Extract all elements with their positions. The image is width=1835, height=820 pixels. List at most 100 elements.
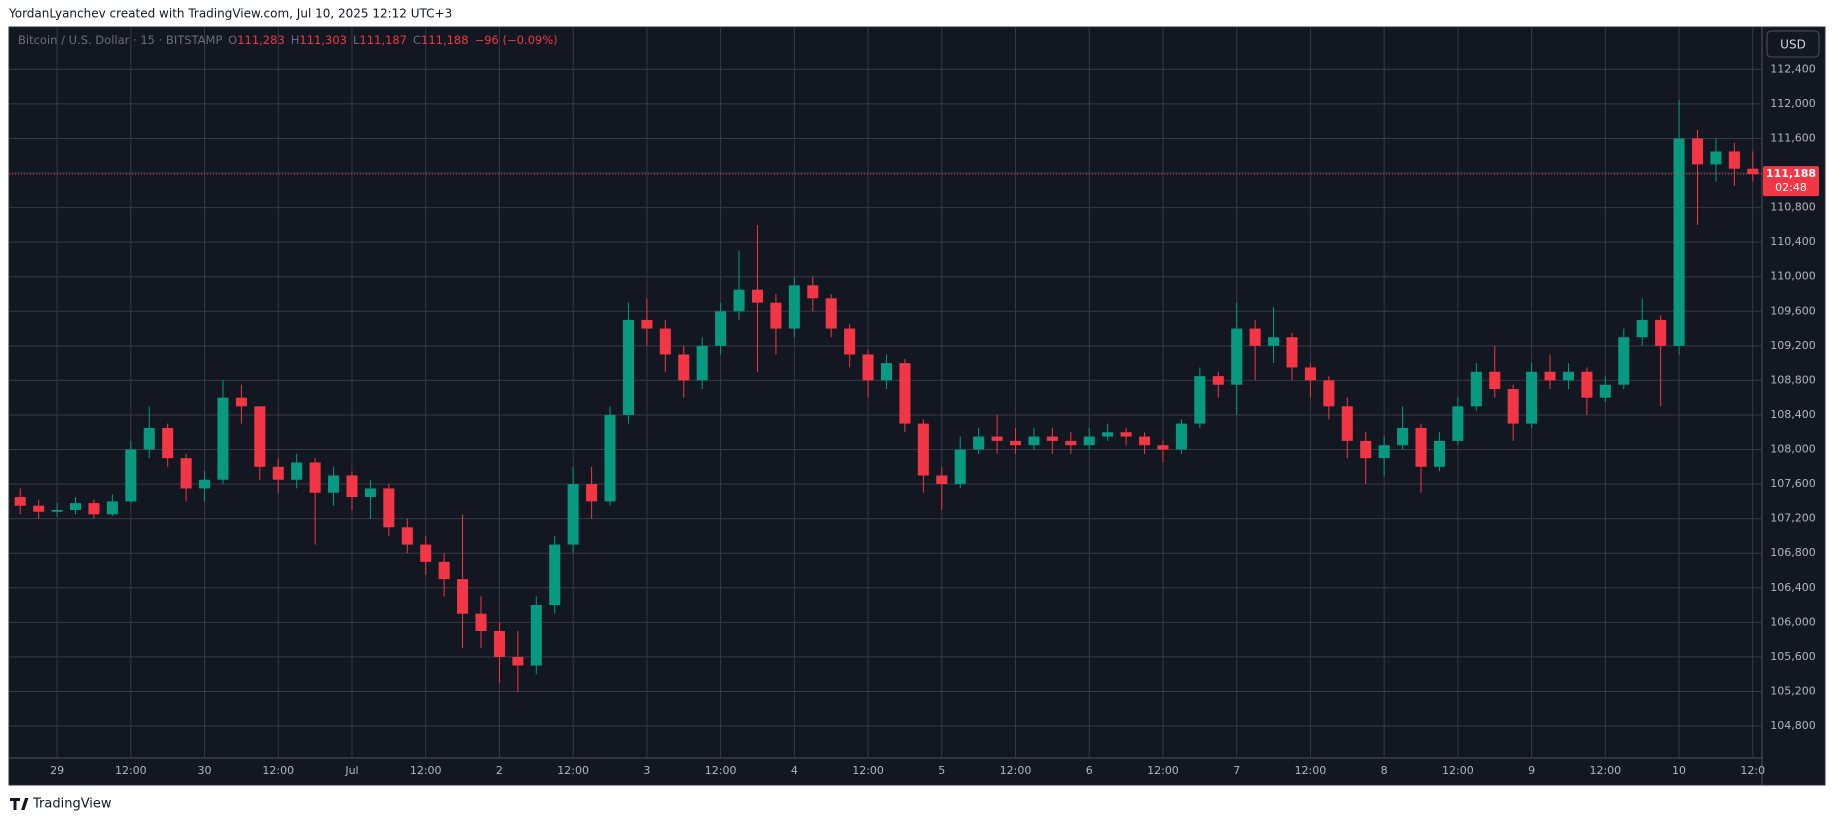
candle-body bbox=[1157, 445, 1169, 450]
x-tick-label: 12:00 bbox=[1147, 764, 1179, 777]
candle-body bbox=[1618, 337, 1630, 385]
candle-body bbox=[1360, 440, 1372, 459]
candle-body bbox=[1710, 151, 1722, 165]
candle-body bbox=[1452, 406, 1464, 441]
candle-body bbox=[1489, 371, 1501, 390]
candle-body bbox=[199, 479, 211, 489]
candle-body bbox=[493, 630, 505, 657]
candle-body bbox=[1470, 371, 1482, 407]
candle-body bbox=[1175, 423, 1187, 450]
candle-body bbox=[1083, 436, 1095, 446]
candle-body bbox=[364, 488, 376, 498]
x-tick-label: 12:00 bbox=[557, 764, 589, 777]
candle-body bbox=[567, 484, 579, 545]
brand: TradingView bbox=[32, 797, 112, 812]
candle-body bbox=[733, 289, 745, 312]
candle-body bbox=[143, 427, 155, 450]
y-tick-label: 108,000 bbox=[1770, 443, 1816, 456]
y-tick-label: 107,200 bbox=[1770, 512, 1816, 525]
candle-body bbox=[401, 527, 413, 545]
candle-body bbox=[1139, 436, 1151, 446]
candle-body bbox=[309, 462, 321, 493]
candle-body bbox=[1397, 427, 1409, 446]
y-tick-label: 112,000 bbox=[1770, 97, 1816, 110]
candle-body bbox=[991, 436, 1003, 441]
currency-button[interactable] bbox=[1766, 30, 1820, 58]
x-tick-label: 3 bbox=[643, 764, 650, 777]
candle-body bbox=[1102, 432, 1114, 437]
last-price-tag bbox=[1763, 166, 1819, 197]
x-tick-label: 12:00 bbox=[410, 764, 442, 777]
candle-body bbox=[696, 345, 708, 381]
candle-body bbox=[69, 503, 82, 511]
candle-body bbox=[825, 298, 837, 329]
candle-body bbox=[1065, 440, 1077, 446]
candle-body bbox=[678, 354, 690, 381]
candle-body bbox=[1581, 371, 1593, 398]
ohlc-value: 111,303 bbox=[299, 33, 347, 47]
candle-body bbox=[1433, 440, 1445, 467]
candle-body bbox=[1691, 138, 1704, 165]
logo-icon bbox=[10, 798, 29, 810]
candle-body bbox=[88, 503, 100, 515]
candle-body bbox=[659, 328, 671, 355]
candles bbox=[14, 99, 1759, 692]
candle-body bbox=[1636, 319, 1648, 338]
candle-body bbox=[1526, 371, 1538, 424]
candle-body bbox=[788, 285, 800, 329]
candle-body bbox=[1747, 168, 1759, 175]
x-tick-label: 7 bbox=[1233, 764, 1240, 777]
candle-body bbox=[917, 423, 929, 476]
candle-body bbox=[751, 289, 764, 303]
candle-body bbox=[1046, 436, 1058, 441]
candle-body bbox=[125, 449, 137, 502]
candle-body bbox=[1304, 367, 1316, 381]
y-tick-label: 108,400 bbox=[1770, 408, 1816, 421]
x-tick-label: Jul bbox=[344, 764, 358, 777]
candle-body bbox=[973, 436, 985, 450]
x-tick-label: 12:00 bbox=[852, 764, 884, 777]
y-tick-label: 110,800 bbox=[1770, 201, 1816, 214]
x-tick-label: 29 bbox=[50, 764, 64, 777]
candle-body bbox=[512, 656, 524, 666]
candle-body bbox=[180, 458, 192, 489]
candle-body bbox=[217, 397, 229, 480]
candle-body bbox=[954, 449, 966, 485]
x-tick-label: 12:00 bbox=[705, 764, 737, 777]
candle-body bbox=[1009, 440, 1022, 446]
candle-body bbox=[346, 475, 358, 498]
candle-body bbox=[1673, 138, 1685, 346]
x-tick-label: 2 bbox=[496, 764, 503, 777]
candle-body bbox=[586, 484, 598, 502]
x-tick-label: 30 bbox=[198, 764, 212, 777]
x-tick-label: 12:0 bbox=[1740, 764, 1765, 777]
candle-body bbox=[1231, 328, 1243, 385]
candle-body bbox=[1415, 427, 1427, 467]
candle-body bbox=[383, 488, 395, 528]
ohlc-label: L bbox=[352, 33, 360, 47]
currency[interactable]: USD bbox=[1780, 38, 1806, 52]
candle-body bbox=[807, 285, 819, 299]
candle-body bbox=[14, 497, 26, 506]
candle-body bbox=[770, 302, 782, 329]
candle-body bbox=[475, 613, 487, 631]
ohlc-value: 111,283 bbox=[237, 33, 285, 47]
symbol: Bitcoin / U.S. Dollar · 15 · BITSTAMP bbox=[18, 33, 223, 47]
candle-body bbox=[604, 414, 616, 502]
candle-body bbox=[162, 427, 174, 459]
candle-body bbox=[1544, 371, 1556, 381]
chart-background bbox=[8, 26, 1826, 786]
last-price-label: 111,188 bbox=[1766, 167, 1816, 180]
x-tick-label: 6 bbox=[1086, 764, 1093, 777]
grid bbox=[9, 27, 1762, 758]
y-tick-label: 108,800 bbox=[1770, 373, 1816, 386]
candle-body bbox=[862, 354, 874, 381]
y-tick-label: 112,400 bbox=[1770, 62, 1816, 75]
candle-body bbox=[936, 475, 948, 485]
y-tick-label: 107,600 bbox=[1770, 477, 1816, 490]
candle-body bbox=[641, 319, 653, 329]
candle-body bbox=[844, 328, 856, 355]
x-tick-label: 12:00 bbox=[115, 764, 147, 777]
